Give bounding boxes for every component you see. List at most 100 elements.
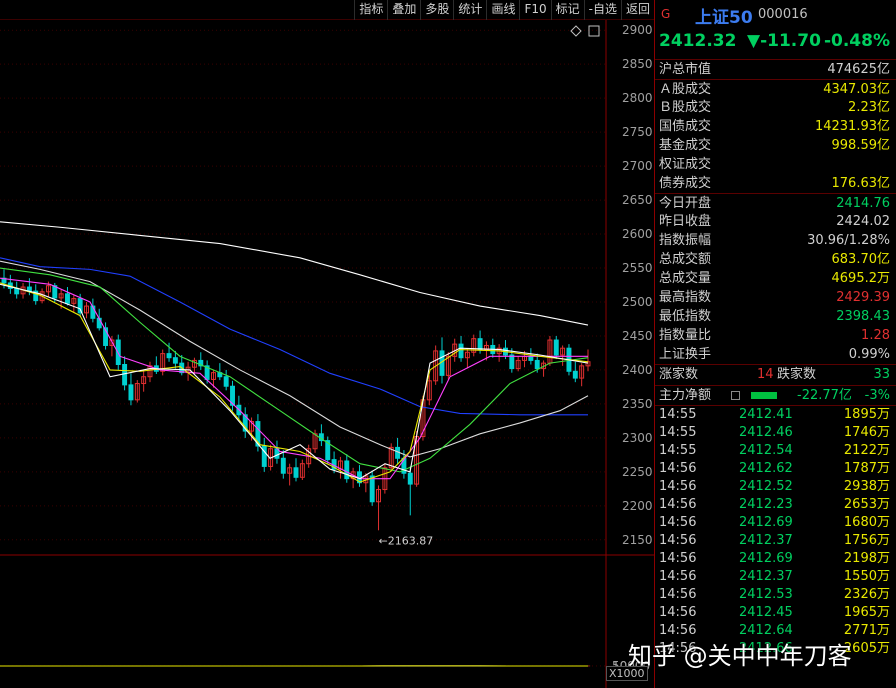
price-tick-label: 2800 — [622, 91, 653, 105]
tick-time: 14:55 — [659, 407, 697, 422]
candle-body — [134, 383, 140, 401]
flow-menu-icon[interactable] — [731, 391, 740, 400]
quote-row: 权证成交 — [655, 155, 896, 174]
decline-count: 33 — [873, 367, 890, 382]
moving-average-line — [0, 221, 589, 326]
tick-volume: 2771万 — [843, 623, 890, 638]
price-row: 2412.32 ▼-11.70 -0.48% — [655, 28, 896, 60]
price-change-percent: -0.48% — [823, 31, 890, 51]
price-tick-label: 2300 — [622, 431, 653, 445]
kline-chart-svg[interactable]: 2900 2850 2800 2750 2700 2650 2600 2550 2500 2450… — [0, 20, 654, 688]
tick-list: 14:55 2412.41 1895万 14:55 2412.46 1746万 14:55 2… — [655, 406, 896, 658]
tick-volume: 2198万 — [843, 551, 890, 566]
candle-body — [166, 353, 172, 359]
quote-row-label: 沪总市值 — [659, 62, 712, 77]
candle-body — [77, 298, 83, 314]
price-tick-label: 2150 — [622, 533, 653, 547]
quote-row-value: 2414.76 — [836, 196, 890, 211]
quote-panel: G 上证50 000016 2412.32 ▼-11.70 -0.48% 沪总市… — [654, 0, 896, 688]
tick-volume: 2653万 — [843, 497, 890, 512]
quote-row-value: 30.96/1.28% — [807, 233, 890, 248]
tick-price: 2412.62 — [739, 461, 793, 476]
toolbar-button[interactable]: 叠加 — [387, 0, 420, 20]
candle-body — [103, 327, 109, 346]
quote-row: 最高指数 2429.39 — [655, 288, 896, 307]
flow-percent: -3% — [864, 388, 890, 403]
moving-average-line — [0, 282, 589, 483]
kline-chart-area[interactable]: 2900 2850 2800 2750 2700 2650 2600 2550 2500 2450… — [0, 20, 654, 688]
tick-row: 14:56 2412.52 2938万 — [655, 478, 896, 496]
tick-row: 14:56 2412.53 2326万 — [655, 586, 896, 604]
flow-bar — [751, 392, 777, 399]
tick-time: 14:56 — [659, 623, 697, 638]
tick-time: 14:56 — [659, 479, 697, 494]
price-tick-label: 2900 — [622, 23, 653, 37]
toolbar-button[interactable]: -自选 — [583, 0, 621, 20]
advance-label: 涨家数 — [659, 367, 699, 382]
index-code: 000016 — [758, 7, 808, 22]
tick-time: 14:55 — [659, 443, 697, 458]
quote-row-value: 2398.43 — [836, 309, 890, 324]
tick-volume: 1895万 — [843, 407, 890, 422]
candle-body — [509, 354, 515, 370]
price-tick-label: 2200 — [622, 499, 653, 513]
toolbar-button[interactable]: F10 — [519, 0, 550, 20]
quote-row-label: 今日开盘 — [659, 196, 712, 211]
tick-volume: 1756万 — [843, 533, 890, 548]
candle-body — [534, 359, 540, 370]
candle-body — [261, 445, 267, 467]
price-tick-label: 2400 — [622, 363, 653, 377]
price-tick-label: 2700 — [622, 159, 653, 173]
tick-row: 14:56 2412.37 1550万 — [655, 568, 896, 586]
moving-average-line — [0, 260, 589, 458]
tick-time: 14:56 — [659, 641, 697, 656]
tick-price: 2412.45 — [739, 605, 793, 620]
candle-body — [58, 293, 64, 299]
tick-row: 14:56 2412.37 1756万 — [655, 532, 896, 550]
tick-volume: 1550万 — [843, 569, 890, 584]
quote-row-label: 上证换手 — [659, 347, 712, 362]
toolbar-button[interactable]: 指标 — [354, 0, 387, 20]
quote-row: 今日开盘 2414.76 — [655, 193, 896, 212]
index-name[interactable]: 上证50 — [695, 8, 753, 28]
tick-price: 2412.37 — [739, 569, 793, 584]
candle-body — [84, 305, 89, 314]
tick-price: 2412.53 — [739, 587, 793, 602]
candle-body — [223, 376, 229, 387]
volume-unit-label: X1000 — [606, 666, 648, 681]
toolbar-button[interactable]: 画线 — [486, 0, 519, 20]
tick-row: 14:55 2412.54 2122万 — [655, 442, 896, 460]
tick-volume: 1787万 — [843, 461, 890, 476]
candle-body — [230, 385, 235, 406]
tick-row: 14:55 2412.46 1746万 — [655, 424, 896, 442]
toolbar-button[interactable]: 多股 — [420, 0, 453, 20]
tick-volume: 2938万 — [843, 479, 890, 494]
quote-row-label: 总成交量 — [659, 271, 712, 286]
candle-body — [128, 384, 134, 401]
price-tick-label: 2550 — [622, 261, 653, 275]
price-tick-label: 2600 — [622, 227, 653, 241]
toolbar-button[interactable]: 标记 — [550, 0, 584, 20]
quote-row: 总成交额 683.70亿 — [655, 250, 896, 269]
tick-time: 14:56 — [659, 497, 697, 512]
quote-row-value: 683.70亿 — [831, 252, 891, 267]
current-price: 2412.32 — [659, 31, 737, 51]
layout-icon[interactable] — [588, 25, 600, 37]
quote-row: 基金成交 998.59亿 — [655, 136, 896, 155]
moving-average-line — [0, 267, 589, 473]
candle-body — [198, 359, 204, 367]
candle-body — [553, 339, 559, 356]
quote-row: 指数量比 1.28 — [655, 326, 896, 345]
tick-time: 14:56 — [659, 605, 697, 620]
toolbar-button[interactable]: 返回 — [620, 0, 654, 20]
tick-price: 2412.46 — [739, 425, 793, 440]
diamond-icon[interactable] — [570, 25, 582, 37]
candle-body — [141, 376, 147, 385]
tick-price: 2412.64 — [739, 623, 793, 638]
price-tick-label: 2450 — [622, 329, 653, 343]
advance-decline-row: 涨家数 14 跌家数 33 — [655, 364, 896, 385]
toolbar-button[interactable]: 统计 — [453, 0, 486, 20]
tick-time: 14:56 — [659, 515, 697, 530]
quote-row: 最低指数 2398.43 — [655, 307, 896, 326]
candle-body — [255, 421, 261, 447]
